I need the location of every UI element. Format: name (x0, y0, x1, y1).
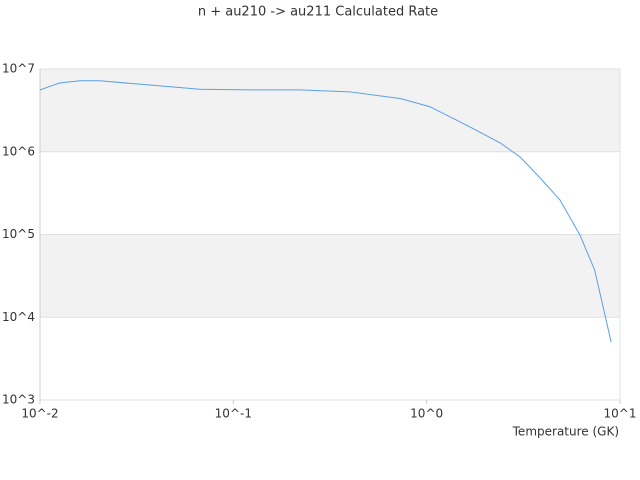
x-tick-label: 10^0 (410, 407, 443, 421)
y-tick-label: 10^5 (2, 227, 35, 241)
x-tick-label: 10^-2 (21, 407, 58, 421)
plot-background (40, 69, 620, 318)
y-tick-label: 10^6 (2, 144, 35, 158)
data-line (39, 80, 612, 343)
y-tick-label: 10^7 (2, 62, 35, 76)
y-tick-label: 10^4 (2, 310, 35, 324)
x-tick-label: 10^-1 (215, 407, 252, 421)
y-tick-label: 10^3 (2, 393, 35, 407)
x-axis-label: Temperature (GK) (512, 425, 619, 439)
grid-band (40, 69, 620, 152)
chart-title: n + au210 -> au211 Calculated Rate (198, 5, 438, 20)
grid-band (40, 234, 620, 318)
x-tick-label: 10^1 (604, 407, 637, 421)
